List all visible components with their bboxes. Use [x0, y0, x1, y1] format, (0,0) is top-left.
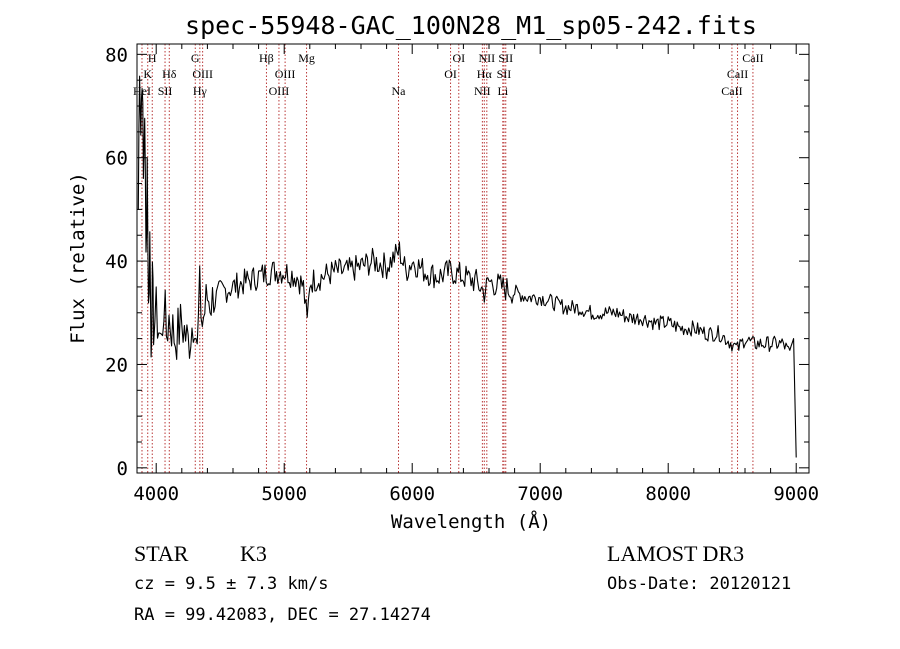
emission-line-label: OIII [269, 84, 290, 98]
emission-line-label: H [148, 51, 157, 65]
emission-line-label: OIII [275, 67, 296, 81]
x-tick-label: 5000 [261, 483, 307, 505]
object-subclass: K3 [240, 541, 267, 566]
emission-line-label: Mg [298, 51, 315, 65]
observation-date: Obs-Date: 20120121 [607, 574, 791, 594]
x-axis-label: Wavelength (Å) [391, 510, 551, 533]
emission-line-label: SII [158, 84, 173, 98]
survey-name: LAMOST DR3 [607, 541, 744, 566]
object-class: STAR [134, 541, 189, 566]
flux-series-line [137, 75, 797, 458]
x-tick-label: 9000 [773, 483, 819, 505]
plot-frame [136, 43, 810, 474]
x-axis-ticks: 4000 5000 6000 7000 8000 9000 [133, 44, 819, 505]
emission-line-label: Li [497, 84, 508, 98]
x-tick-label: 7000 [517, 483, 563, 505]
emission-line-label: Hδ [162, 67, 177, 81]
emission-line-label: G [191, 51, 200, 65]
emission-line-label: NII [478, 51, 495, 65]
emission-line-label: OIII [192, 67, 213, 81]
emission-line-label: SII [498, 51, 513, 65]
emission-line-markers [141, 44, 754, 473]
y-tick-label: 20 [105, 354, 128, 376]
x-tick-label: 6000 [389, 483, 435, 505]
y-tick-label: 80 [105, 44, 128, 66]
redshift-cz: cz = 9.5 ± 7.3 km/s [134, 574, 328, 594]
emission-line-label: CaII [727, 67, 748, 81]
ra-dec-coordinates: RA = 99.42083, DEC = 27.14274 [134, 605, 431, 625]
emission-line-label: Hα [477, 67, 493, 81]
y-axis-label: Flux (relative) [67, 172, 89, 344]
y-tick-label: 40 [105, 251, 128, 273]
emission-line-label: K [143, 67, 152, 81]
emission-line-label: OI [444, 67, 457, 81]
x-tick-label: 4000 [133, 483, 179, 505]
chart-title: spec-55948-GAC_100N28_M1_sp05-242.fits [185, 11, 757, 40]
emission-line-label: Na [392, 84, 407, 98]
emission-line-label: OI [452, 51, 465, 65]
emission-line-label: SII [497, 67, 512, 81]
y-axis-ticks: 0 20 40 60 80 [105, 44, 809, 480]
emission-line-label: NII [474, 84, 491, 98]
emission-line-label: CaII [742, 51, 763, 65]
emission-line-label: Hγ [193, 84, 208, 98]
emission-line-label: CaII [721, 84, 742, 98]
emission-line-label: Hβ [259, 51, 274, 65]
y-tick-label: 0 [117, 458, 128, 480]
y-tick-label: 60 [105, 148, 128, 170]
x-tick-label: 8000 [645, 483, 691, 505]
